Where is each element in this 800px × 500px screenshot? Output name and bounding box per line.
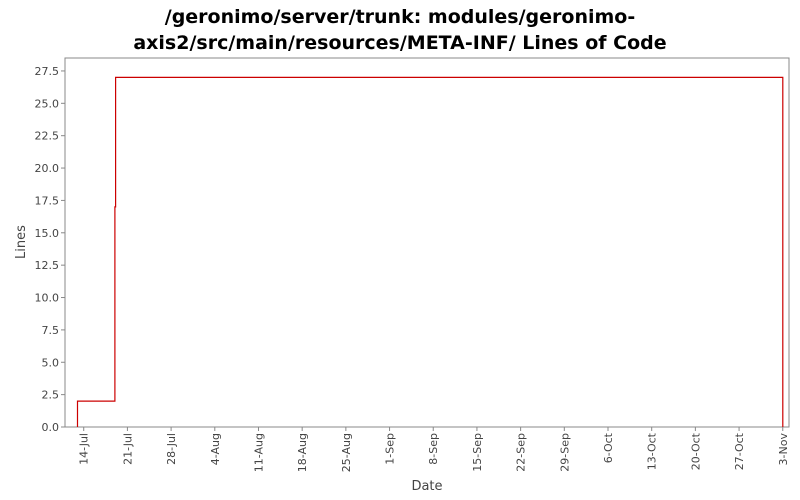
x-tick-label: 20-Oct — [689, 432, 702, 470]
x-axis: 14-Jul 21-Jul 28-Jul 4-Aug 11-Aug 18-Aug 25-Au… — [78, 427, 790, 472]
y-tick-label: 10.0 — [35, 292, 60, 305]
series-line — [76, 76, 784, 427]
x-tick-label: 6-Oct — [602, 432, 615, 463]
x-tick-label: 15-Sep — [471, 433, 484, 472]
chart-title: /geronimo/server/trunk: modules/geronimo… — [0, 4, 800, 56]
x-tick-label: 21-Jul — [121, 433, 134, 465]
x-tick-label: 8-Sep — [427, 433, 440, 465]
x-tick-label: 29-Sep — [558, 433, 571, 472]
y-tick-label: 12.5 — [35, 259, 60, 272]
chart-title-line-2: axis2/src/main/resources/META-INF/ Lines… — [133, 32, 667, 54]
y-tick-label: 5.0 — [42, 356, 60, 369]
y-tick-label: 0.0 — [42, 421, 60, 434]
x-tick-label: 18-Aug — [296, 433, 309, 472]
x-tick-label: 1-Sep — [384, 433, 397, 465]
x-tick-label: 13-Oct — [646, 432, 659, 470]
y-tick-label: 7.5 — [42, 324, 60, 337]
y-tick-label: 25.0 — [35, 97, 60, 110]
x-tick-label: 25-Aug — [340, 433, 353, 472]
x-tick-label: 27-Oct — [733, 432, 746, 470]
y-tick-label: 15.0 — [35, 227, 60, 240]
series-layer — [76, 76, 784, 427]
y-axis: 0.0 2.5 5.0 7.5 10.0 12.5 15.0 17.5 20.0 22.5 25.0… — [35, 65, 65, 434]
x-tick-label: 4-Aug — [209, 433, 222, 465]
y-tick-label: 20.0 — [35, 162, 60, 175]
y-tick-label: 22.5 — [35, 130, 60, 143]
x-axis-title: Date — [411, 479, 442, 494]
y-tick-label: 27.5 — [35, 65, 60, 78]
x-tick-label: 14-Jul — [78, 433, 91, 465]
y-tick-label: 2.5 — [42, 389, 60, 402]
y-tick-label: 17.5 — [35, 194, 60, 207]
x-tick-label: 22-Sep — [515, 433, 528, 472]
chart-title-line-1: /geronimo/server/trunk: modules/geronimo… — [164, 6, 636, 28]
x-tick-label: 3-Nov — [777, 433, 790, 466]
plot-area — [64, 57, 790, 428]
x-tick-label: 28-Jul — [165, 433, 178, 465]
y-axis-title: Lines — [14, 225, 29, 259]
x-tick-label: 11-Aug — [252, 433, 265, 472]
